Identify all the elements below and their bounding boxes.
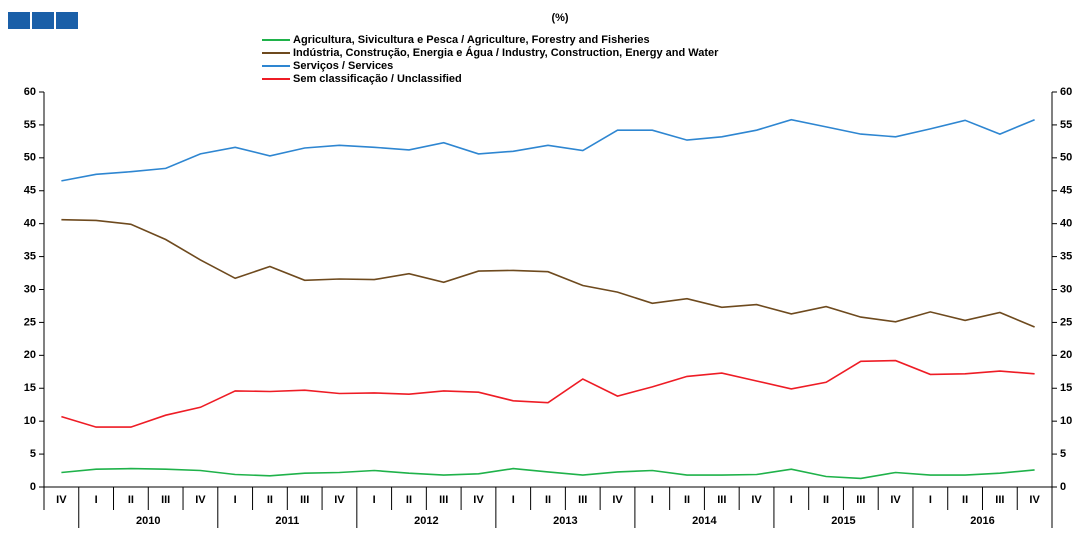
x-tick-label: II	[406, 494, 412, 506]
x-tick-label: IV	[890, 494, 901, 506]
x-tick-label: III	[161, 494, 170, 506]
y2-tick-label: 55	[1060, 119, 1072, 131]
year-label: 2012	[414, 515, 438, 527]
x-tick-label: II	[128, 494, 134, 506]
y2-tick-label: 20	[1060, 349, 1072, 361]
x-tick-label: III	[439, 494, 448, 506]
x-tick-label: I	[95, 494, 98, 506]
y2-tick-label: 25	[1060, 316, 1072, 328]
y-tick-label: 25	[24, 316, 36, 328]
y-tick-label: 15	[24, 382, 36, 394]
y2-tick-label: 5	[1060, 448, 1066, 460]
y2-tick-label: 40	[1060, 218, 1072, 230]
y2-tick-label: 0	[1060, 481, 1066, 493]
y2-tick-label: 50	[1060, 152, 1072, 164]
line-series	[61, 218, 1035, 328]
x-tick-label: IV	[334, 494, 345, 506]
x-tick-label: IV	[473, 494, 484, 506]
logo-block	[56, 12, 78, 29]
x-tick-label: I	[234, 494, 237, 506]
y-tick-label: 5	[30, 448, 36, 460]
y2-tick-label: 60	[1060, 86, 1072, 98]
x-tick-label: II	[267, 494, 273, 506]
y-tick-label: 20	[24, 349, 36, 361]
y-tick-label: 30	[24, 283, 36, 295]
y2-tick-label: 30	[1060, 283, 1072, 295]
year-label: 2010	[136, 515, 160, 527]
x-tick-label: III	[578, 494, 587, 506]
y2-tick-label: 45	[1060, 185, 1072, 197]
y2-tick-label: 10	[1060, 415, 1072, 427]
y-tick-label: 0	[30, 481, 36, 493]
y-tick-label: 50	[24, 152, 36, 164]
x-tick-label: III	[856, 494, 865, 506]
line-series	[61, 359, 1035, 428]
y-tick-label: 35	[24, 250, 36, 262]
legend-label: Serviços / Services	[293, 60, 393, 72]
logo-block	[32, 12, 54, 29]
x-tick-label: IV	[56, 494, 67, 506]
line-series	[61, 118, 1035, 182]
chart-title: (%)	[551, 12, 568, 24]
x-tick-label: IV	[612, 494, 623, 506]
x-tick-label: II	[684, 494, 690, 506]
x-tick-label: II	[962, 494, 968, 506]
x-tick-label: I	[373, 494, 376, 506]
x-tick-label: I	[929, 494, 932, 506]
year-label: 2016	[970, 515, 994, 527]
year-label: 2013	[553, 515, 577, 527]
x-tick-label: I	[790, 494, 793, 506]
year-label: 2014	[692, 515, 717, 527]
x-tick-label: III	[995, 494, 1004, 506]
x-tick-label: I	[651, 494, 654, 506]
x-tick-label: IV	[1029, 494, 1040, 506]
legend-label: Sem classificação / Unclassified	[293, 73, 462, 85]
y-tick-label: 55	[24, 119, 36, 131]
x-tick-label: II	[545, 494, 551, 506]
x-tick-label: III	[717, 494, 726, 506]
x-tick-label: IV	[751, 494, 762, 506]
y2-tick-label: 15	[1060, 382, 1072, 394]
x-tick-label: I	[512, 494, 515, 506]
y-tick-label: 45	[24, 185, 36, 197]
y-tick-label: 10	[24, 415, 36, 427]
line-series	[61, 467, 1035, 480]
x-tick-label: IV	[195, 494, 206, 506]
y-tick-label: 40	[24, 218, 36, 230]
x-tick-label: III	[300, 494, 309, 506]
year-label: 2015	[831, 515, 855, 527]
y-tick-label: 60	[24, 86, 36, 98]
y2-tick-label: 35	[1060, 250, 1072, 262]
logo-block	[8, 12, 30, 29]
legend-label: Indústria, Construção, Energia e Água / …	[293, 46, 719, 59]
legend-label: Agricultura, Sivicultura e Pesca / Agric…	[293, 34, 650, 46]
x-tick-label: II	[823, 494, 829, 506]
year-label: 2011	[275, 515, 299, 527]
